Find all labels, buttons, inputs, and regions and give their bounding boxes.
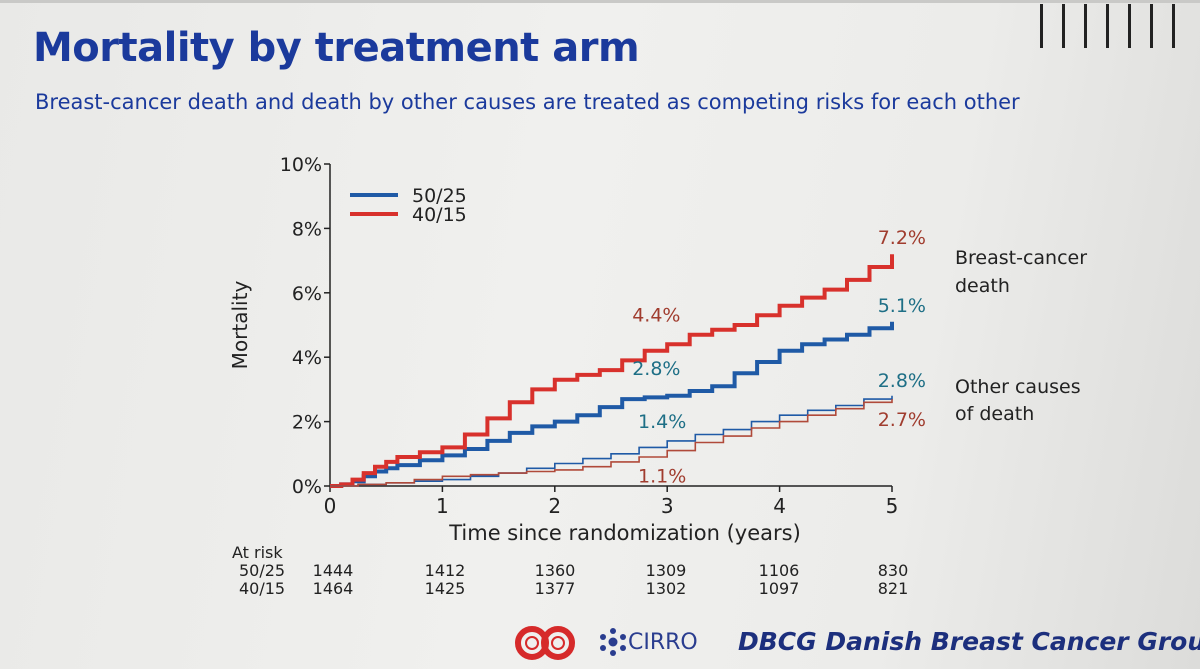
y-tick-label: 10% — [280, 154, 322, 176]
slide-title: Mortality by treatment arm — [33, 25, 640, 71]
annotation-label: 1.1% — [638, 466, 686, 488]
dbcg-logo-text: DBCG Danish Breast Cancer Group — [738, 627, 1200, 656]
x-axis-label: Time since randomization (years) — [448, 521, 801, 545]
at-risk-row-label: 50/25 — [239, 561, 286, 580]
at-risk-cell: 830 — [877, 561, 909, 580]
cirro-logo-text: CIRRO — [628, 630, 698, 655]
x-tick-label: 3 — [661, 494, 674, 518]
at-risk-header: At risk — [232, 543, 283, 562]
annotation-label: 2.8% — [878, 370, 926, 392]
annotation-label: 4.4% — [632, 304, 680, 326]
at-risk-cell: 1425 — [424, 579, 466, 598]
at-risk-cell: 821 — [877, 579, 909, 598]
x-tick-label: 2 — [548, 494, 561, 518]
series-line-3 — [330, 399, 893, 487]
annotation-label: 2.7% — [878, 409, 926, 431]
annotation-label: 5.1% — [878, 295, 926, 317]
series-line-1 — [330, 254, 894, 488]
annotation-label: 7.2% — [878, 227, 926, 249]
at-risk-cell: 1464 — [312, 579, 354, 598]
y-tick-label: 2% — [292, 412, 322, 434]
at-risk-cell: 1106 — [758, 561, 800, 580]
at-risk-row-label: 40/15 — [239, 579, 286, 598]
breast-cancer-label-line2: death — [955, 275, 1010, 297]
annotation-label: 2.8% — [632, 358, 680, 380]
y-tick-label: 4% — [292, 347, 322, 369]
at-risk-cell: 1302 — [645, 579, 687, 598]
at-risk-cell: 1360 — [534, 561, 576, 580]
x-tick-label: 4 — [773, 494, 786, 518]
annotation-label: 1.4% — [638, 411, 686, 433]
series-line-2 — [330, 395, 893, 487]
at-risk-cell: 1444 — [312, 561, 354, 580]
x-tick-label: 0 — [324, 494, 337, 518]
at-risk-cell: 1377 — [534, 579, 576, 598]
breast-cancer-label-line1: Breast-cancer — [955, 247, 1087, 269]
legend-label-1: 40/15 — [412, 204, 467, 226]
at-risk-cell: 1412 — [424, 561, 466, 580]
cirro-dots-icon — [600, 628, 626, 656]
top-border — [0, 0, 1200, 3]
decorative-bars — [1040, 4, 1180, 48]
y-axis-label: Mortality — [228, 281, 252, 370]
slide-subtitle: Breast-cancer death and death by other c… — [35, 90, 1020, 114]
y-tick-label: 8% — [292, 218, 322, 240]
legend-label-0: 50/25 — [412, 185, 467, 207]
series-line-0 — [330, 321, 894, 488]
rings-logo-icon — [515, 626, 575, 660]
y-tick-label: 0% — [292, 476, 322, 498]
y-tick-label: 6% — [292, 283, 322, 305]
other-causes-label-line1: Other causes — [955, 376, 1081, 398]
logo-strip: CIRRO DBCG Danish Breast Cancer Group — [510, 622, 1200, 662]
at-risk-cell: 1309 — [645, 561, 687, 580]
at-risk-cell: 1097 — [758, 579, 800, 598]
x-tick-label: 1 — [436, 494, 449, 518]
x-tick-label: 5 — [886, 494, 899, 518]
other-causes-label-line2: of death — [955, 403, 1034, 425]
